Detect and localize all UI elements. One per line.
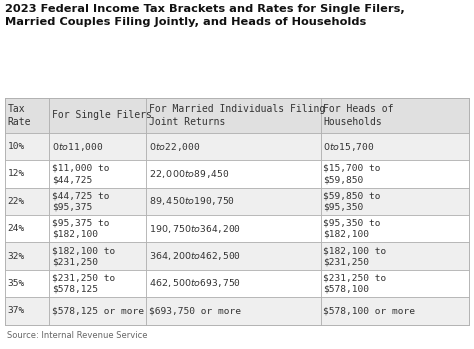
Text: $0 to $22,000: $0 to $22,000 bbox=[149, 141, 201, 153]
Bar bbox=[146, 270, 320, 297]
Bar bbox=[320, 297, 469, 325]
Bar bbox=[49, 133, 146, 160]
Text: $89,450 to $190,750: $89,450 to $190,750 bbox=[149, 195, 235, 207]
Bar bbox=[49, 98, 146, 133]
Text: $44,725 to
$95,375: $44,725 to $95,375 bbox=[52, 191, 109, 211]
Bar bbox=[320, 160, 469, 188]
Text: 2023 Federal Income Tax Brackets and Rates for Single Filers,
Married Couples Fi: 2023 Federal Income Tax Brackets and Rat… bbox=[5, 4, 404, 27]
Bar bbox=[5, 243, 49, 270]
Bar bbox=[5, 297, 49, 325]
Text: $182,100 to
$231,250: $182,100 to $231,250 bbox=[52, 246, 115, 266]
Text: $95,350 to
$182,100: $95,350 to $182,100 bbox=[323, 219, 381, 239]
Text: $364,200 to $462,500: $364,200 to $462,500 bbox=[149, 250, 241, 262]
Bar bbox=[5, 188, 49, 215]
Text: $462,500 to $693,750: $462,500 to $693,750 bbox=[149, 277, 241, 289]
Bar bbox=[49, 160, 146, 188]
Text: 22%: 22% bbox=[8, 197, 25, 206]
Text: $190,750 to $364,200: $190,750 to $364,200 bbox=[149, 223, 241, 235]
Bar bbox=[146, 243, 320, 270]
Text: $231,250 to
$578,100: $231,250 to $578,100 bbox=[323, 274, 387, 294]
Bar bbox=[320, 270, 469, 297]
Bar bbox=[5, 270, 49, 297]
Text: 12%: 12% bbox=[8, 170, 25, 178]
Text: 32%: 32% bbox=[8, 252, 25, 261]
Text: For Married Individuals Filing
Joint Returns: For Married Individuals Filing Joint Ret… bbox=[149, 104, 326, 126]
Text: $231,250 to
$578,125: $231,250 to $578,125 bbox=[52, 274, 115, 294]
Text: 10%: 10% bbox=[8, 142, 25, 151]
Text: $578,125 or more: $578,125 or more bbox=[52, 306, 144, 315]
Bar bbox=[49, 215, 146, 243]
Text: $95,375 to
$182,100: $95,375 to $182,100 bbox=[52, 219, 109, 239]
Text: $15,700 to
$59,850: $15,700 to $59,850 bbox=[323, 164, 381, 184]
Text: 24%: 24% bbox=[8, 224, 25, 233]
Bar bbox=[146, 215, 320, 243]
Bar bbox=[49, 243, 146, 270]
Bar bbox=[5, 160, 49, 188]
Text: $11,000 to
$44,725: $11,000 to $44,725 bbox=[52, 164, 109, 184]
Text: $578,100 or more: $578,100 or more bbox=[323, 306, 415, 315]
Bar bbox=[5, 215, 49, 243]
Bar bbox=[320, 133, 469, 160]
Text: $182,100 to
$231,250: $182,100 to $231,250 bbox=[323, 246, 387, 266]
Bar bbox=[146, 188, 320, 215]
Bar bbox=[320, 98, 469, 133]
Text: For Single Filers: For Single Filers bbox=[52, 110, 152, 120]
Text: $0 to $11,000: $0 to $11,000 bbox=[52, 141, 103, 153]
Bar bbox=[49, 270, 146, 297]
Text: 37%: 37% bbox=[8, 306, 25, 315]
Bar bbox=[49, 297, 146, 325]
Bar bbox=[146, 133, 320, 160]
Text: 35%: 35% bbox=[8, 279, 25, 288]
Bar bbox=[5, 133, 49, 160]
Bar bbox=[5, 98, 49, 133]
Bar bbox=[146, 160, 320, 188]
Bar bbox=[320, 215, 469, 243]
Text: Source: Internal Revenue Service: Source: Internal Revenue Service bbox=[7, 331, 147, 340]
Bar bbox=[320, 243, 469, 270]
Bar bbox=[146, 98, 320, 133]
Bar bbox=[320, 188, 469, 215]
Text: $22,000 to $89,450: $22,000 to $89,450 bbox=[149, 168, 229, 180]
Text: For Heads of
Households: For Heads of Households bbox=[323, 104, 394, 126]
Text: $59,850 to
$95,350: $59,850 to $95,350 bbox=[323, 191, 381, 211]
Text: $693,750 or more: $693,750 or more bbox=[149, 306, 241, 315]
Text: $0 to $15,700: $0 to $15,700 bbox=[323, 141, 375, 153]
Bar bbox=[146, 297, 320, 325]
Bar bbox=[49, 188, 146, 215]
Text: Tax
Rate: Tax Rate bbox=[8, 104, 31, 126]
Bar bbox=[5, 98, 469, 325]
